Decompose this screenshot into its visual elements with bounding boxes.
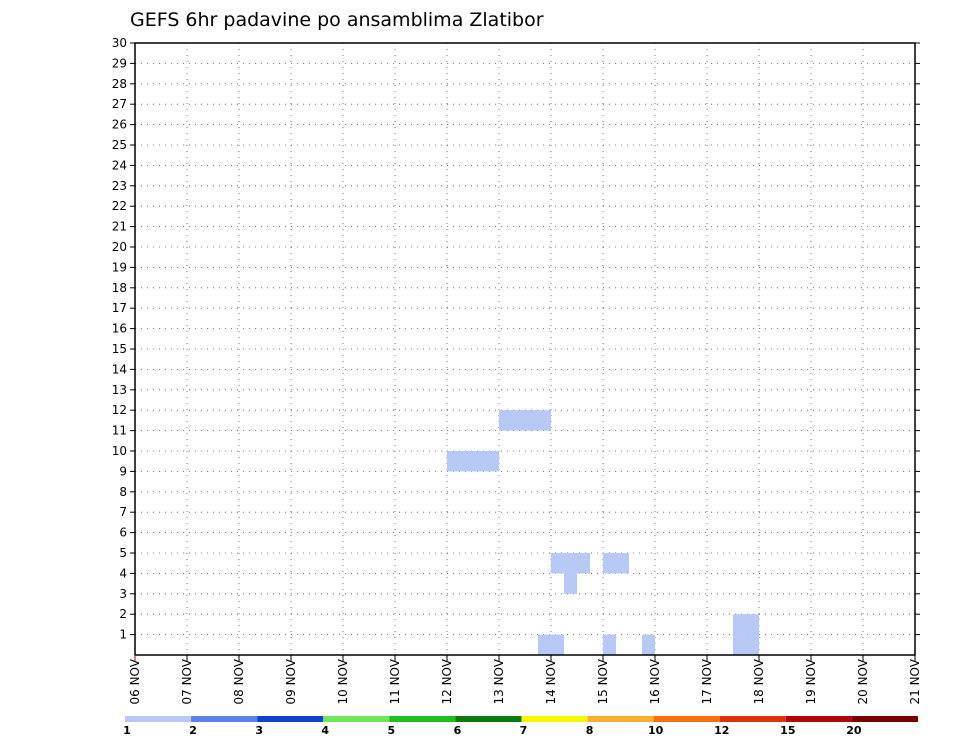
colorbar-label: 8 (586, 724, 594, 737)
colorbar-label: 2 (189, 724, 197, 737)
heatmap-cell (525, 410, 538, 431)
heatmap-cell (460, 451, 473, 472)
y-tick-label: 6 (119, 526, 127, 540)
y-tick-label: 7 (119, 505, 127, 519)
y-tick-label: 22 (112, 199, 127, 213)
y-tick-label: 27 (112, 97, 127, 111)
heatmap-cell (733, 614, 746, 635)
x-tick-label: 10 NOV (336, 658, 350, 704)
heatmap-cell (512, 410, 525, 431)
colorbar-label: 12 (714, 724, 729, 737)
x-tick-label: 11 NOV (388, 658, 402, 704)
heatmap-cell (616, 553, 629, 574)
gridlines (135, 43, 915, 655)
y-tick-label: 2 (119, 607, 127, 621)
y-tick-label: 3 (119, 587, 127, 601)
colorbar-label: 15 (780, 724, 795, 737)
colorbar-segment (455, 716, 522, 722)
colorbar-label: 20 (846, 724, 862, 737)
y-tick-label: 24 (112, 158, 127, 172)
x-tick-label: 07 NOV (180, 658, 194, 704)
y-tick-label: 18 (112, 281, 127, 295)
heatmap-cell (447, 451, 460, 472)
heatmap-cells (447, 410, 759, 655)
x-tick-label: 13 NOV (492, 658, 506, 704)
x-tick-label: 20 NOV (856, 658, 870, 704)
x-tick-label: 21 NOV (908, 658, 922, 704)
y-tick-label: 29 (112, 56, 127, 70)
heatmap-cell (642, 634, 655, 655)
colorbar-segment (785, 716, 852, 722)
colorbar-segment (257, 716, 324, 722)
y-tick-label: 26 (112, 118, 127, 132)
colorbar-segment (191, 716, 258, 722)
colorbar-label: 5 (388, 724, 396, 737)
y-tick-label: 10 (112, 444, 127, 458)
colorbar-label: 1 (123, 724, 131, 737)
x-tick-label: 17 NOV (700, 658, 714, 704)
y-tick-label: 17 (112, 301, 127, 315)
y-tick-label: 23 (112, 179, 127, 193)
heatmap-cell (577, 553, 590, 574)
chart-title: GEFS 6hr padavine po ansamblima Zlatibor (130, 9, 544, 31)
colorbar-segment (653, 716, 720, 722)
heatmap-cell (473, 451, 486, 472)
y-tick-label: 19 (112, 260, 127, 274)
heatmap-cell (551, 634, 564, 655)
colorbar-segment (389, 716, 456, 722)
y-axis: 1234567891011121314151617181920212223242… (112, 36, 920, 642)
heatmap-cell (551, 553, 564, 574)
heatmap-cell (746, 634, 759, 655)
heatmap-cell (603, 553, 616, 574)
colorbar-label: 7 (520, 724, 528, 737)
y-tick-label: 4 (119, 566, 127, 580)
heatmap-cell (564, 553, 577, 574)
x-axis: 06 NOV 07 NOV 08 NOV 09 NOV 10 NOV 11 NOV 12 N… (128, 655, 922, 705)
y-tick-label: 13 (112, 383, 127, 397)
colorbar-segment (521, 716, 588, 722)
colorbar-label: 10 (648, 724, 664, 737)
colorbar-segment (587, 716, 654, 722)
y-tick-label: 12 (112, 403, 127, 417)
heatmap-cell (733, 634, 746, 655)
y-tick-label: 1 (119, 628, 127, 642)
x-tick-label: 16 NOV (648, 658, 662, 704)
y-tick-label: 15 (112, 342, 127, 356)
heatmap-cell (538, 634, 551, 655)
colorbar-segment (323, 716, 390, 722)
y-tick-label: 28 (112, 77, 127, 91)
y-tick-label: 30 (112, 36, 127, 50)
y-tick-label: 20 (112, 240, 127, 254)
y-tick-label: 11 (112, 424, 127, 438)
colorbar-label: 3 (255, 724, 263, 737)
colorbar-label: 6 (454, 724, 462, 737)
y-tick-label: 16 (112, 322, 127, 336)
x-tick-label: 14 NOV (544, 658, 558, 704)
heatmap-cell (746, 614, 759, 635)
heatmap-cell (486, 451, 499, 472)
x-tick-label: 15 NOV (596, 658, 610, 704)
x-tick-label: 18 NOV (752, 658, 766, 704)
heatmap-cell (603, 634, 616, 655)
colorbar-segment (851, 716, 918, 722)
x-tick-label: 19 NOV (804, 658, 818, 704)
heatmap-cell (538, 410, 551, 431)
x-tick-label: 08 NOV (232, 658, 246, 704)
colorbar-segment (719, 716, 786, 722)
x-tick-label: 09 NOV (284, 658, 298, 704)
colorbar-segment (125, 716, 192, 722)
x-tick-label: 12 NOV (440, 658, 454, 704)
y-tick-label: 25 (112, 138, 127, 152)
y-tick-label: 9 (119, 464, 127, 478)
y-tick-label: 14 (112, 362, 127, 376)
colorbar-label: 4 (321, 724, 329, 737)
colorbar: 1 2 3 4 5 6 7 8 10 12 15 20 (123, 716, 918, 737)
heatmap-cell (564, 573, 577, 594)
x-tick-label: 06 NOV (128, 658, 142, 704)
y-tick-label: 5 (119, 546, 127, 560)
y-tick-label: 8 (119, 485, 127, 499)
y-tick-label: 21 (112, 220, 127, 234)
heatmap-cell (499, 410, 512, 431)
